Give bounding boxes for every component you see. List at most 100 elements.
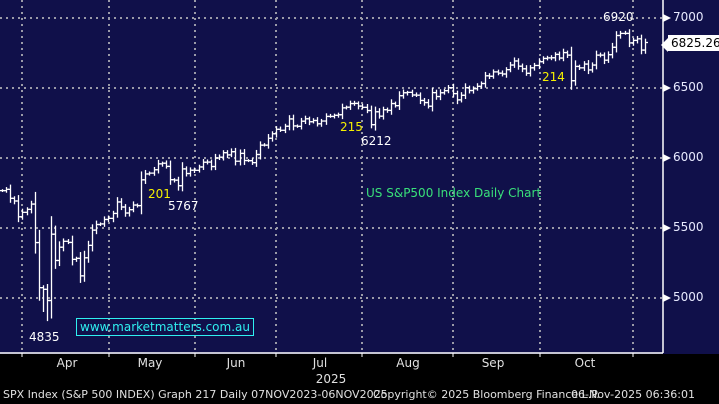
ohlc-bar — [180, 162, 185, 192]
y-tick-arrow — [663, 224, 671, 232]
ohlc-bar — [467, 85, 472, 94]
ohlc-bar — [209, 159, 214, 171]
ohlc-bar — [377, 108, 382, 119]
ohlc-bar — [340, 103, 345, 120]
ohlc-bar — [602, 52, 607, 65]
chart-title: US S&P500 Index Daily Chart — [366, 186, 542, 200]
ohlc-bar — [315, 117, 320, 127]
ohlc-bar — [532, 62, 537, 71]
ohlc-bar — [438, 89, 443, 101]
ohlc-bar — [299, 117, 304, 130]
ohlc-bar — [168, 160, 173, 185]
ohlc-bar — [29, 200, 34, 214]
high-annotation: 6920 — [603, 10, 634, 24]
ohlc-bar — [139, 171, 144, 215]
ohlc-bar — [479, 81, 484, 89]
ohlc-bar — [152, 166, 157, 176]
ohlc-bar — [274, 126, 279, 138]
count-label-215: 215 — [340, 120, 363, 134]
ohlc-bar — [643, 38, 648, 54]
low-annotation-may: 5767 — [168, 199, 199, 213]
ohlc-bar — [389, 99, 394, 115]
ohlc-bar — [238, 149, 243, 166]
ohlc-bar — [225, 150, 230, 159]
ohlc-bar — [86, 240, 91, 263]
ohlc-bar — [229, 148, 234, 158]
ohlc-bar — [324, 113, 329, 125]
ohlc-bar — [250, 158, 255, 165]
ohlc-bar — [455, 90, 460, 105]
low-annotation-aug: 6212 — [361, 134, 392, 148]
watermark: www.marketmatters.com.au — [76, 318, 254, 336]
x-tick-label: Oct — [574, 356, 596, 370]
ohlc-bar — [37, 229, 42, 301]
ohlc-bar — [516, 58, 521, 70]
ohlc-bar — [332, 113, 337, 119]
ohlc-bar — [221, 150, 226, 161]
ohlc-bar — [537, 58, 542, 70]
ohlc-bar — [111, 210, 116, 223]
ohlc-bar — [401, 89, 406, 99]
ohlc-bar — [442, 88, 447, 95]
ohlc-bar — [557, 51, 562, 61]
ohlc-bar — [123, 204, 128, 217]
ohlc-bar — [66, 239, 71, 245]
ohlc-bar — [635, 35, 640, 44]
ohlc-bar — [33, 191, 38, 254]
ohlc-bar — [319, 118, 324, 127]
low-annotation-apr: 4835 — [29, 330, 60, 344]
ohlc-bar — [119, 198, 124, 211]
ohlc-bar — [426, 99, 431, 109]
ohlc-bar — [528, 65, 533, 77]
ohlc-bar — [307, 116, 312, 126]
ohlc-bar — [25, 207, 30, 216]
ohlc-bar — [430, 87, 435, 112]
y-tick-label: 5000 — [673, 290, 704, 304]
ohlc-bar — [627, 29, 632, 48]
ohlc-bar — [553, 52, 558, 62]
ohlc-bar — [573, 60, 578, 86]
ohlc-bar — [20, 208, 25, 220]
ohlc-bar — [131, 201, 136, 213]
ohlc-bar — [631, 37, 636, 46]
ohlc-bar — [508, 61, 513, 73]
ohlc-bar — [233, 147, 238, 166]
ohlc-bar — [348, 100, 353, 110]
ohlc-bar — [270, 131, 275, 142]
ohlc-bar — [287, 115, 292, 131]
ohlc-bar — [561, 48, 566, 62]
ohlc-bar — [49, 216, 54, 319]
ohlc-bar — [491, 69, 496, 79]
y-tick-arrow — [663, 14, 671, 22]
ohlc-bar — [61, 238, 66, 252]
last-price-label: 6825.26 — [661, 35, 719, 52]
ohlc-bar — [418, 92, 423, 105]
ohlc-bar — [303, 115, 308, 125]
ohlc-bar — [397, 91, 402, 110]
x-tick-label: Sep — [481, 356, 505, 370]
ohlc-bar — [102, 216, 107, 227]
ohlc-bar — [582, 61, 587, 72]
ohlc-bar — [82, 250, 87, 282]
ohlc-bar — [434, 89, 439, 100]
ohlc-bar — [483, 71, 488, 88]
ohlc-bar — [156, 159, 161, 174]
y-tick-arrow — [663, 154, 671, 162]
ohlc-bar — [283, 123, 288, 134]
ohlc-bar — [594, 50, 599, 70]
ohlc-bar — [422, 97, 427, 106]
ohlc-bar — [606, 51, 611, 63]
ohlc-bar — [12, 196, 17, 205]
ohlc-bar — [496, 69, 501, 76]
ohlc-bar — [451, 83, 456, 98]
ohlc-bar — [57, 241, 62, 267]
footer-security: SPX Index (S&P 500 INDEX) Graph 217 Dail… — [3, 388, 388, 401]
ohlc-bar — [577, 64, 582, 71]
x-tick-label: Aug — [396, 356, 420, 370]
y-tick-arrow — [663, 84, 671, 92]
x-tick-label: Jul — [312, 356, 328, 370]
ohlc-bar — [541, 56, 546, 64]
ohlc-bar — [78, 252, 83, 283]
ohlc-bar — [160, 161, 165, 167]
